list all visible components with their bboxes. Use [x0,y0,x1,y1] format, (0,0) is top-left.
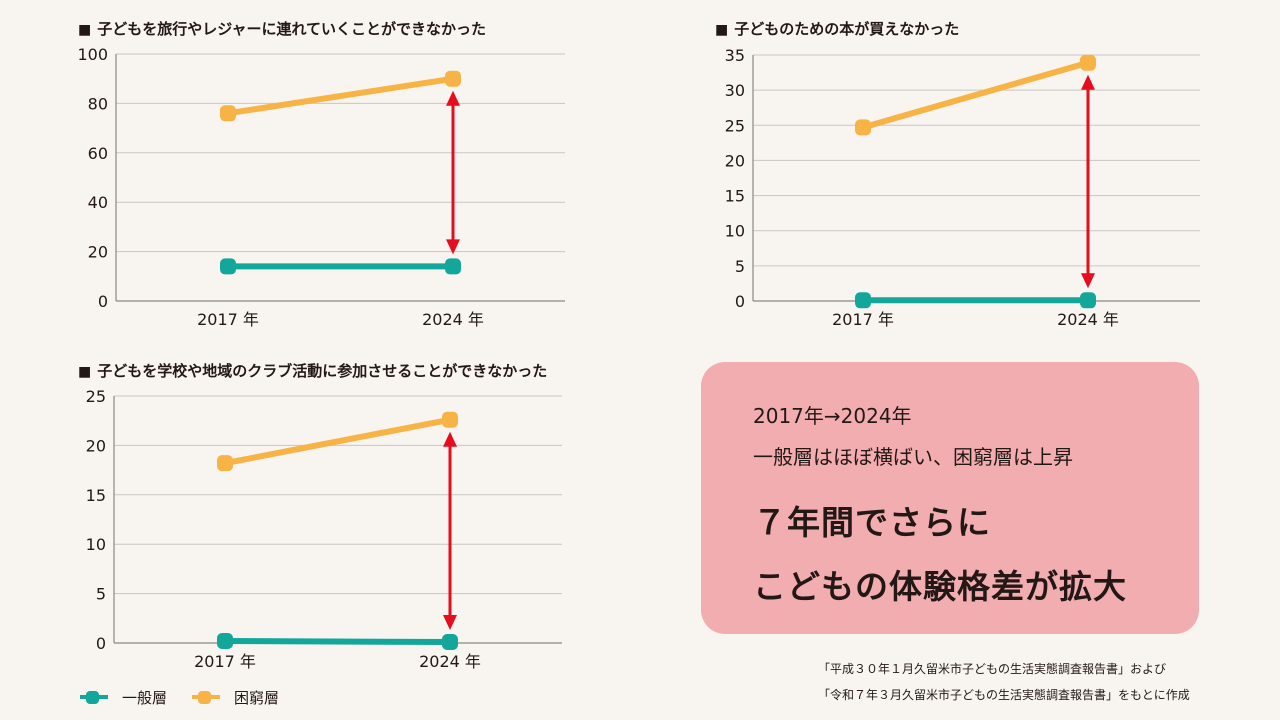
headline-line2: こどもの体験格差が拡大 [753,567,1127,606]
square-bullet-icon: ■ [78,22,92,38]
legend-label: 困窮層 [234,689,280,707]
chart-title-text: 子どもを旅行やレジャーに連れていくことができなかった [97,20,487,38]
line-chart-travel: 0 20 40 60 80 100 2017 年 2024 年 [77,45,565,329]
data-point-poverty [855,119,871,136]
line-chart-books: 0 5 10 15 20 25 30 35 2017 年 2024 年 [725,46,1200,329]
y-tick-label: 20 [725,151,745,170]
source-line2: 「令和７年３月久留米市子どもの生活実態調査報告書」をもとに作成 [818,688,1190,702]
data-point-general [445,258,461,275]
gap-arrow-head-down-icon [446,239,460,255]
square-bullet-icon: ■ [715,22,729,38]
y-tick-label: 15 [725,187,745,206]
data-point-poverty [445,70,461,87]
x-tick-label: 2024 年 [419,652,481,671]
y-tick-label: 0 [98,292,108,311]
chart-panel-books: ■ 子どものための本が買えなかった 0 5 10 15 20 25 30 35 2017 年 202… [715,18,1215,329]
y-tick-label: 20 [86,436,106,455]
line-chart-clubs: 0 5 10 15 20 25 2017 年 2024 年 [86,387,562,671]
chart-panel-clubs: ■ 子どもを学校や地域のクラブ活動に参加させることができなかった 0 5 10 15 20… [78,360,658,671]
chart-title: ■ 子どものための本が買えなかった [715,18,959,39]
y-tick-label: 15 [86,486,106,505]
square-bullet-icon: ■ [78,364,92,380]
y-tick-label: 80 [88,94,108,113]
chart-panel-travel: ■ 子どもを旅行やレジャーに連れていくことができなかった 0 20 40 60 80 100… [77,18,578,329]
chart-title-text: 子どものための本が買えなかった [734,20,960,38]
y-tick-label: 0 [735,292,745,311]
data-point-poverty [220,105,236,122]
y-tick-label: 100 [77,45,108,64]
data-point-poverty [217,455,233,472]
x-tick-label: 2024 年 [422,310,484,329]
series-line-general [222,638,453,646]
y-tick-label: 35 [725,46,745,65]
legend-swatch-general-icon [80,691,108,704]
data-point-general [855,292,871,309]
summary-description: 一般層はほぼ横ばい、困窮層は上昇 [753,445,1073,469]
y-tick-label: 40 [88,193,108,212]
data-point-general [442,634,458,651]
headline-line1: ７年間でさらに [753,503,991,542]
y-tick-label: 25 [725,116,745,135]
data-point-general [220,258,236,275]
gap-arrow-head-up-icon [443,431,457,447]
series-line-poverty [222,416,453,467]
data-point-poverty [1080,54,1096,71]
x-tick-label: 2017 年 [832,310,894,329]
data-point-poverty [442,411,458,428]
data-point-general [1080,292,1096,309]
series-line-poverty [860,59,1091,131]
y-tick-label: 60 [88,144,108,163]
gap-arrow-head-up-icon [1081,74,1095,90]
x-tick-label: 2017 年 [197,310,259,329]
y-tick-label: 5 [96,585,106,604]
legend-label: 一般層 [122,689,168,707]
chart-title-text: 子どもを学校や地域のクラブ活動に参加させることができなかった [97,362,548,380]
series-line-poverty [225,75,456,117]
source-line1: 「平成３０年１月久留米市子どもの生活実態調査報告書」および [818,662,1167,676]
y-tick-label: 10 [725,222,745,241]
y-tick-label: 25 [86,387,106,406]
x-tick-label: 2024 年 [1057,310,1119,329]
source-note: 「平成３０年１月久留米市子どもの生活実態調査報告書」および 「令和７年３月久留米… [818,656,1190,708]
y-tick-label: 0 [96,634,106,653]
gap-arrow-head-down-icon [443,615,457,631]
legend-swatch-poverty-icon [192,691,220,704]
summary-box: 2017年→2024年 一般層はほぼ横ばい、困窮層は上昇 ７年間でさらに こども… [701,362,1199,634]
y-tick-label: 30 [725,81,745,100]
y-tick-label: 20 [88,243,108,262]
chart-title: ■ 子どもを旅行やレジャーに連れていくことができなかった [78,18,486,39]
y-tick-label: 5 [735,257,745,276]
gap-arrow-head-down-icon [1081,273,1095,289]
summary-period: 2017年→2024年 [753,404,912,428]
data-point-general [217,633,233,650]
chart-title: ■ 子どもを学校や地域のクラブ活動に参加させることができなかった [78,360,547,381]
gap-arrow-head-up-icon [446,90,460,106]
x-tick-label: 2017 年 [194,652,256,671]
y-tick-label: 10 [86,535,106,554]
